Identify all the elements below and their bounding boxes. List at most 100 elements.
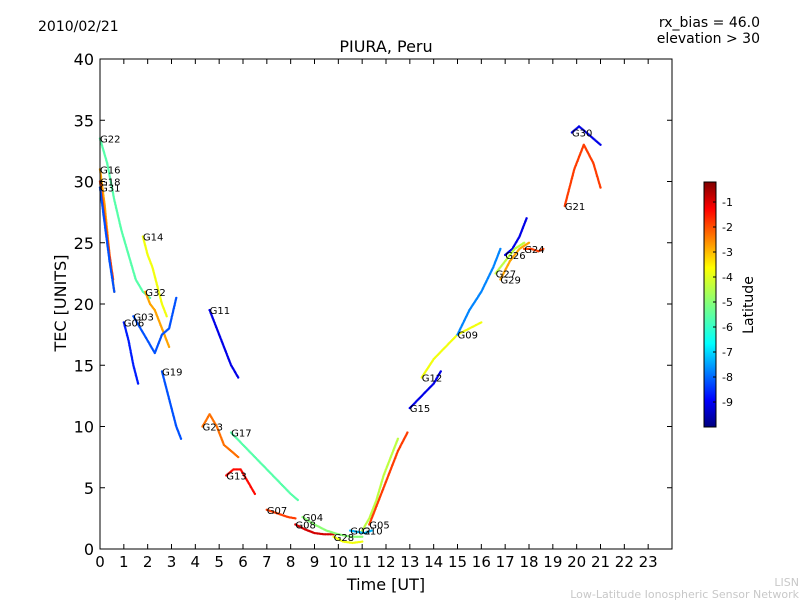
footer-org-long: Low-Latitude Ionospheric Sensor Network (570, 588, 799, 600)
series-label: G03 (133, 312, 153, 323)
series-G03 (132, 296, 178, 355)
series-label: G09 (458, 331, 478, 342)
data-point (136, 382, 140, 385)
series-label: G19 (162, 367, 182, 378)
series-label: G27 (496, 269, 516, 280)
colorbar-tick-label: -3 (722, 246, 733, 259)
series-G06 (122, 321, 140, 385)
x-tick-label: 10 (329, 553, 348, 571)
y-tick-label: 40 (74, 50, 94, 69)
x-tick-label: 19 (543, 553, 562, 571)
colorbar-tick-label: -2 (722, 221, 733, 234)
data-point (527, 241, 531, 244)
x-tick-label: 3 (167, 553, 177, 571)
y-tick-label: 10 (74, 418, 94, 437)
data-point (480, 321, 483, 324)
y-tick-label: 5 (84, 479, 94, 498)
y-tick-label: 15 (74, 356, 94, 375)
y-tick-label: 30 (74, 173, 94, 192)
series-label: G12 (422, 374, 442, 385)
date-label: 2010/02/21 (38, 19, 119, 35)
data-point (237, 455, 240, 459)
series-G04 (301, 515, 364, 538)
series-G11 (208, 308, 240, 379)
data-point (523, 241, 526, 244)
series-G22 (98, 137, 152, 300)
x-tick-label: 20 (567, 553, 586, 571)
series-label: G18 (100, 178, 120, 189)
series-G23 (201, 413, 240, 459)
data-points-layer (98, 125, 602, 545)
chart-title: PIURA, Peru (339, 37, 432, 56)
series-label: G21 (565, 202, 585, 213)
x-tick-label: 9 (310, 553, 320, 571)
series-label: G29 (500, 276, 520, 287)
series-G27 (494, 241, 526, 275)
y-tick-label: 20 (74, 295, 94, 314)
series-label: G32 (145, 288, 165, 299)
x-tick-label: 8 (286, 553, 296, 571)
data-point (439, 370, 442, 373)
series-G21 (563, 143, 602, 208)
series-G02 (349, 529, 373, 535)
x-tick-label: 2 (143, 553, 153, 571)
data-point (361, 535, 364, 538)
y-tick-label: 0 (84, 540, 94, 559)
data-point (253, 492, 257, 496)
x-tick-label: 17 (496, 553, 515, 571)
series-label: G08 (295, 521, 315, 532)
data-point (237, 376, 240, 379)
series-label: G24 (524, 245, 544, 256)
colorbar-tick-label: -9 (722, 396, 733, 409)
data-point (165, 315, 168, 318)
x-tick-label: 0 (95, 553, 105, 571)
data-point (396, 437, 400, 440)
colorbar-tick-label: -6 (722, 321, 733, 334)
x-tick-label: 15 (448, 553, 467, 571)
series-G12 (420, 321, 483, 379)
series-label: G02 (350, 527, 370, 538)
series-G15 (408, 370, 442, 410)
elevation-label: elevation > 30 (657, 31, 760, 47)
x-tick-label: 1 (119, 553, 129, 571)
series-G14 (141, 235, 168, 318)
series-G30 (570, 125, 602, 146)
data-point (167, 345, 171, 349)
series-label: G04 (303, 513, 323, 524)
series-G28 (332, 535, 364, 545)
x-tick-label: 4 (191, 553, 201, 571)
data-point (361, 540, 364, 543)
axes-layer: 0 1 2 3 4 5 6 7 8 9 10 11 12 13 14 15 16 17 18 19 20 21 22 2305… (74, 50, 673, 571)
series-label: G16 (100, 165, 120, 176)
x-tick-label: 18 (519, 553, 538, 571)
data-point (542, 247, 545, 251)
x-tick-label: 12 (376, 553, 395, 571)
colorbar-tick-label: -4 (722, 271, 733, 284)
y-tick-label: 25 (74, 234, 94, 253)
series-label: G13 (226, 472, 246, 483)
series-G24 (523, 247, 545, 253)
colorbar-tick-label: -7 (722, 346, 733, 359)
colorbar (703, 181, 717, 428)
series-G10 (361, 437, 400, 532)
x-tick-label: 16 (472, 553, 491, 571)
x-tick-label: 22 (615, 553, 634, 571)
data-point (294, 517, 297, 520)
series-label: G10 (362, 527, 382, 538)
x-tick-label: 5 (214, 553, 224, 571)
x-tick-label: 14 (424, 553, 443, 571)
colorbar-ticks: -9 -8 -7 -6 -5 -4 -3 -2 -1 (713, 196, 733, 409)
x-tick-label: 11 (353, 553, 372, 571)
data-point (370, 529, 373, 532)
data-point (296, 498, 299, 502)
series-G09 (456, 247, 502, 336)
x-axis-label: Time [UT] (346, 575, 425, 594)
colorbar-tick-label: -1 (722, 196, 733, 209)
x-tick-label: 6 (238, 553, 248, 571)
series-label: G15 (410, 404, 430, 415)
series-G29 (499, 241, 531, 281)
series-G07 (265, 508, 297, 520)
data-point (599, 143, 602, 146)
series-label: G17 (231, 429, 251, 440)
